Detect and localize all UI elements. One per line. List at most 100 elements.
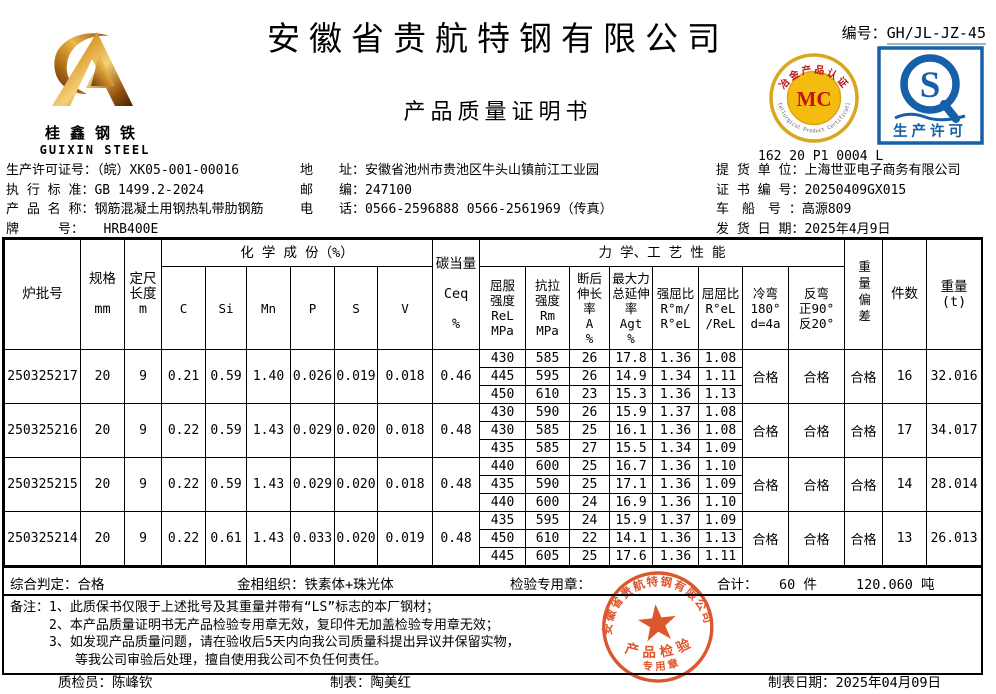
cell: 0.22: [161, 403, 206, 458]
info-label: 地 址：: [300, 163, 366, 178]
info-value: 2025年4月9日: [804, 221, 891, 237]
cell: 16.9: [609, 493, 654, 512]
col-ratio2: 屈屈比 R°eL /ReL: [698, 266, 744, 350]
metallographic-structure: 金相组织：铁素体+珠光体: [237, 577, 394, 593]
col-c: C: [161, 266, 206, 350]
col-s: S: [334, 266, 378, 350]
cell: 合格: [844, 457, 884, 512]
table-row: 250325215 20 9 0.22 0.59 1.43 0.029 0.02…: [4, 457, 983, 512]
table-row: 250325216 20 9 0.22 0.59 1.43 0.029 0.02…: [4, 403, 983, 458]
doc-number: 编号：GH/JL-JZ-45: [841, 22, 986, 45]
total-weight: 120.060 吨: [856, 577, 935, 593]
cell: 595: [525, 511, 571, 530]
cell: 0.029: [290, 403, 335, 458]
cell: 0.46: [432, 349, 481, 404]
cell: 25: [569, 457, 611, 476]
cell: 9: [124, 511, 162, 566]
cell: 1.10: [698, 457, 744, 476]
cell: 32.016: [926, 349, 983, 404]
cell: 430: [479, 403, 527, 422]
table-row: 450 610 22 14.1 1.36 1.13: [5, 529, 982, 548]
qs-letter: S: [920, 65, 941, 106]
info-row: 车 船 号 ：高源809: [716, 200, 961, 220]
summary-row: 综合判定：合格 金相组织：铁素体+珠光体 检验专用章： 合计： 60 件 120…: [4, 566, 981, 594]
col-ceq: 碳当量 Ceq %: [432, 239, 481, 350]
cell: 合格: [788, 403, 846, 458]
cell: 合格: [742, 457, 790, 512]
info-column-right: 提 货 单 位：上海世亚电子商务有限公司 证 书 编 号：20250409GX0…: [716, 161, 961, 239]
cell: 1.10: [698, 493, 744, 512]
cell: 16.1: [609, 421, 654, 440]
cell: 24: [569, 511, 611, 530]
info-value: 0566-2596888 0566-2561969（传真）: [365, 202, 613, 217]
cell: 14.1: [609, 529, 654, 548]
cell: 0.22: [161, 511, 206, 566]
cell: 590: [525, 403, 571, 422]
cell: 25: [569, 475, 611, 494]
col-pieces: 件数: [882, 239, 928, 350]
info-row: 证 书 编 号：20250409GX015: [716, 181, 961, 201]
cell: 435: [479, 439, 527, 458]
cell: 17: [882, 403, 928, 458]
cell: 16.7: [609, 457, 654, 476]
qs-badge-icon: S 生产许可: [877, 46, 984, 145]
cell-heat-no: 250325214: [4, 511, 81, 566]
info-value: HRB400E: [77, 221, 159, 237]
cell: 22: [569, 529, 611, 548]
cell: 20: [80, 403, 125, 458]
cell: 440: [479, 457, 527, 476]
info-row: 生产许可证号：（皖）XK05-001-00016: [6, 161, 264, 181]
cell: 1.13: [698, 529, 744, 548]
total-pieces: 60 件: [779, 577, 817, 593]
cell: 25: [569, 547, 611, 566]
info-value: 安徽省池州市贵池区牛头山镇前江工业园: [365, 163, 600, 178]
cell: 26: [569, 367, 611, 386]
cell: 1.36: [652, 493, 700, 512]
cell: 合格: [844, 511, 884, 566]
cell: 0.019: [376, 511, 434, 566]
cell: 1.36: [652, 349, 700, 368]
col-cold-bend: 冷弯 180° d=4a: [742, 266, 790, 350]
cell: 1.36: [652, 529, 700, 548]
cell: 1.36: [652, 385, 700, 404]
cell: 0.59: [205, 403, 247, 458]
cell: 600: [525, 457, 571, 476]
inspector-name: 质检员：陈峰钦: [58, 675, 153, 691]
cell: 15.9: [609, 403, 654, 422]
info-column-left: 生产许可证号：（皖）XK05-001-00016 执 行 标 准：GB 1499…: [6, 161, 264, 239]
cell: 1.37: [652, 511, 700, 530]
cell: 合格: [788, 511, 846, 566]
cell: 合格: [844, 349, 884, 404]
col-length: 定尺 长度 m: [124, 239, 162, 350]
info-value: 20250409GX015: [804, 182, 907, 198]
cell: 595: [525, 367, 571, 386]
cell: 14.9: [609, 367, 654, 386]
cell: 585: [525, 439, 571, 458]
info-label: 发 货 日 期：: [716, 221, 805, 237]
table-row: 435 590 25 17.1 1.36 1.09: [5, 475, 982, 494]
cell: 1.09: [698, 511, 744, 530]
cell: 17.8: [609, 349, 654, 368]
cell: 605: [525, 547, 571, 566]
col-rel: 屈服 强度 ReL MPa: [479, 266, 527, 350]
cell: 585: [525, 349, 571, 368]
logo-cn-text: 桂鑫钢铁: [44, 124, 145, 142]
cell: 0.21: [161, 349, 206, 404]
cell: 1.36: [652, 421, 700, 440]
svg-text:S: S: [920, 65, 941, 106]
inspection-seal-label: 检验专用章：: [510, 577, 591, 593]
col-spec: 规格 mm: [80, 239, 125, 350]
cell: 14: [882, 457, 928, 512]
info-value: 钢筋混凝土用钢热轧带肋钢筋: [94, 202, 264, 217]
cell: 15.9: [609, 511, 654, 530]
cell: 0.48: [432, 457, 481, 512]
doc-number-label: 编号：: [841, 24, 887, 42]
cell: 0.033: [290, 511, 335, 566]
table-row: 445 605 25 17.6 1.36 1.11: [5, 547, 982, 566]
info-label: 邮 编：: [300, 182, 366, 198]
cell: 0.22: [161, 457, 206, 512]
cell: 16: [882, 349, 928, 404]
info-row: 执 行 标 准：GB 1499.2-2024: [6, 181, 264, 201]
col-a: 断后 伸长 率 A %: [569, 266, 611, 350]
